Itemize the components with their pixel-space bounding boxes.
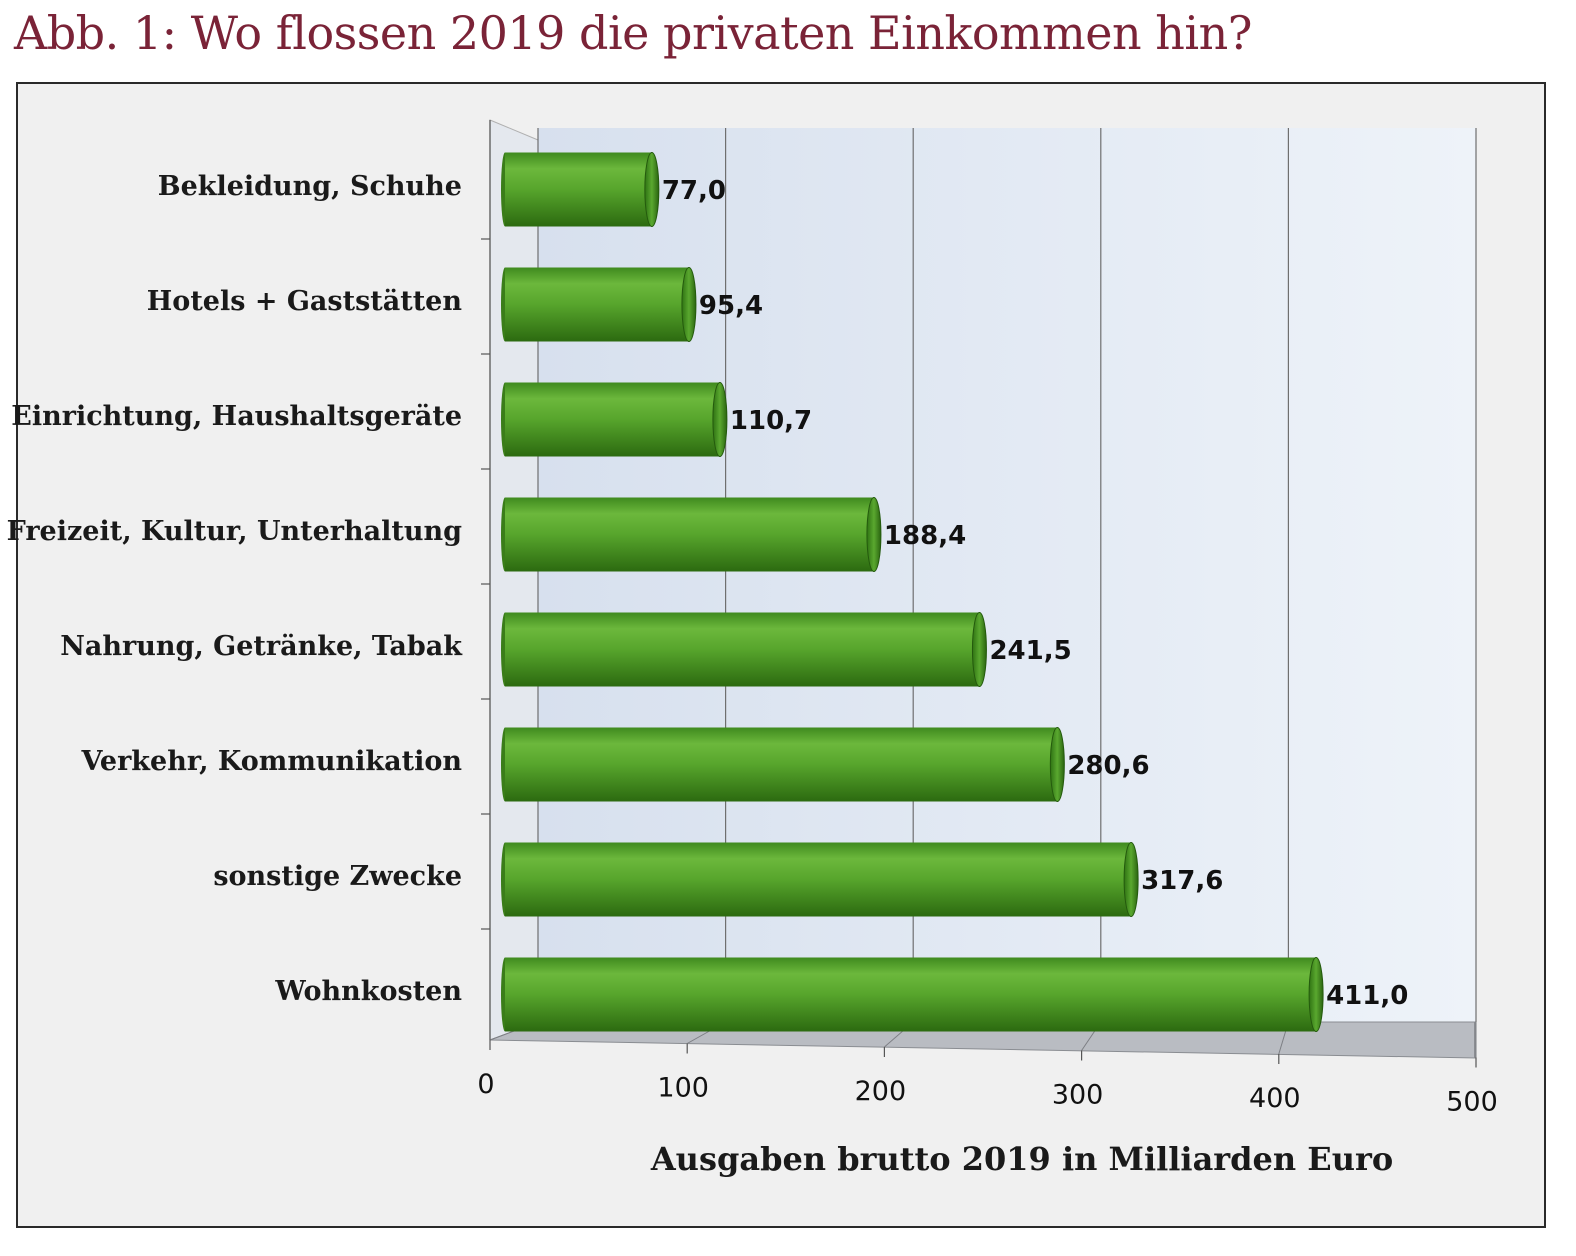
bar-right-cap — [1123, 842, 1139, 917]
bar — [505, 497, 874, 572]
bar-right-cap — [1308, 957, 1324, 1032]
category-label: sonstige Zwecke — [213, 861, 462, 892]
category-label: Nahrung, Getränke, Tabak — [60, 631, 463, 662]
bar-group — [501, 612, 987, 687]
category-label: Bekleidung, Schuhe — [158, 171, 462, 202]
bar-group — [501, 842, 1139, 917]
bar-group — [501, 382, 728, 457]
x-tick-label: 0 — [477, 1069, 494, 1100]
bar — [505, 842, 1132, 917]
data-label: 317,6 — [1141, 866, 1223, 896]
bar — [505, 267, 689, 342]
category-label: Wohnkosten — [274, 976, 462, 1007]
bar-group — [501, 727, 1065, 802]
x-axis-title: Ausgaben brutto 2019 in Milliarden Euro — [650, 1140, 1393, 1178]
bar-group — [501, 497, 882, 572]
bar-right-cap — [1049, 727, 1065, 802]
category-label: Einrichtung, Haushaltsgeräte — [11, 401, 462, 432]
category-label: Verkehr, Kommunikation — [80, 746, 462, 777]
bar-right-cap — [644, 152, 660, 227]
data-label: 188,4 — [884, 521, 966, 551]
chart-title: Abb. 1: Wo flossen 2019 die privaten Ein… — [14, 6, 1252, 60]
data-label: 411,0 — [1326, 981, 1408, 1011]
bar — [505, 957, 1317, 1032]
bar-right-cap — [681, 267, 697, 342]
bar-group — [501, 957, 1324, 1032]
category-label: Freizeit, Kultur, Unterhaltung — [7, 516, 462, 547]
bar — [505, 612, 980, 687]
data-label: 110,7 — [730, 406, 812, 436]
category-label: Hotels + Gaststätten — [147, 286, 463, 317]
bar-right-cap — [866, 497, 882, 572]
bar-group — [501, 267, 697, 342]
x-tick-label: 300 — [1052, 1080, 1104, 1111]
data-label: 95,4 — [699, 291, 763, 321]
bar-group — [501, 152, 660, 227]
x-tick-label: 500 — [1446, 1087, 1498, 1118]
data-label: 77,0 — [662, 176, 726, 206]
bar-right-cap — [712, 382, 728, 457]
x-tick-label: 100 — [657, 1073, 709, 1104]
bar — [505, 727, 1058, 802]
bar-right-cap — [971, 612, 987, 687]
x-tick-label: 200 — [855, 1076, 907, 1107]
x-tick-label: 400 — [1249, 1083, 1301, 1114]
bar — [505, 382, 720, 457]
bar — [505, 152, 652, 227]
data-label: 280,6 — [1067, 751, 1149, 781]
data-label: 241,5 — [989, 636, 1071, 666]
